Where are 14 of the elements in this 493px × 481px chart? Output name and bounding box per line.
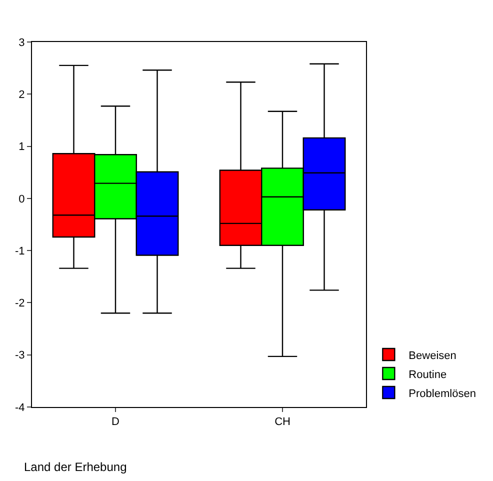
legend-label: Beweisen: [408, 350, 456, 362]
y-tick-label: 2: [18, 88, 25, 101]
y-tick-label: -4: [15, 402, 25, 414]
y-tick-label: -3: [15, 350, 25, 362]
y-tick-label: -1: [15, 245, 25, 258]
x-tick-label: D: [112, 416, 120, 428]
y-tick-label: -2: [15, 298, 25, 310]
legend-label: Routine: [408, 368, 447, 381]
x-tick-label: CH: [274, 416, 290, 428]
y-tick-label: 1: [18, 141, 25, 154]
y-tick-label: 0: [18, 193, 25, 206]
legend-label: Problemlösen: [408, 388, 476, 400]
x-axis-title: Land der Erhebung: [24, 460, 127, 474]
y-tick-label: 3: [18, 36, 25, 49]
